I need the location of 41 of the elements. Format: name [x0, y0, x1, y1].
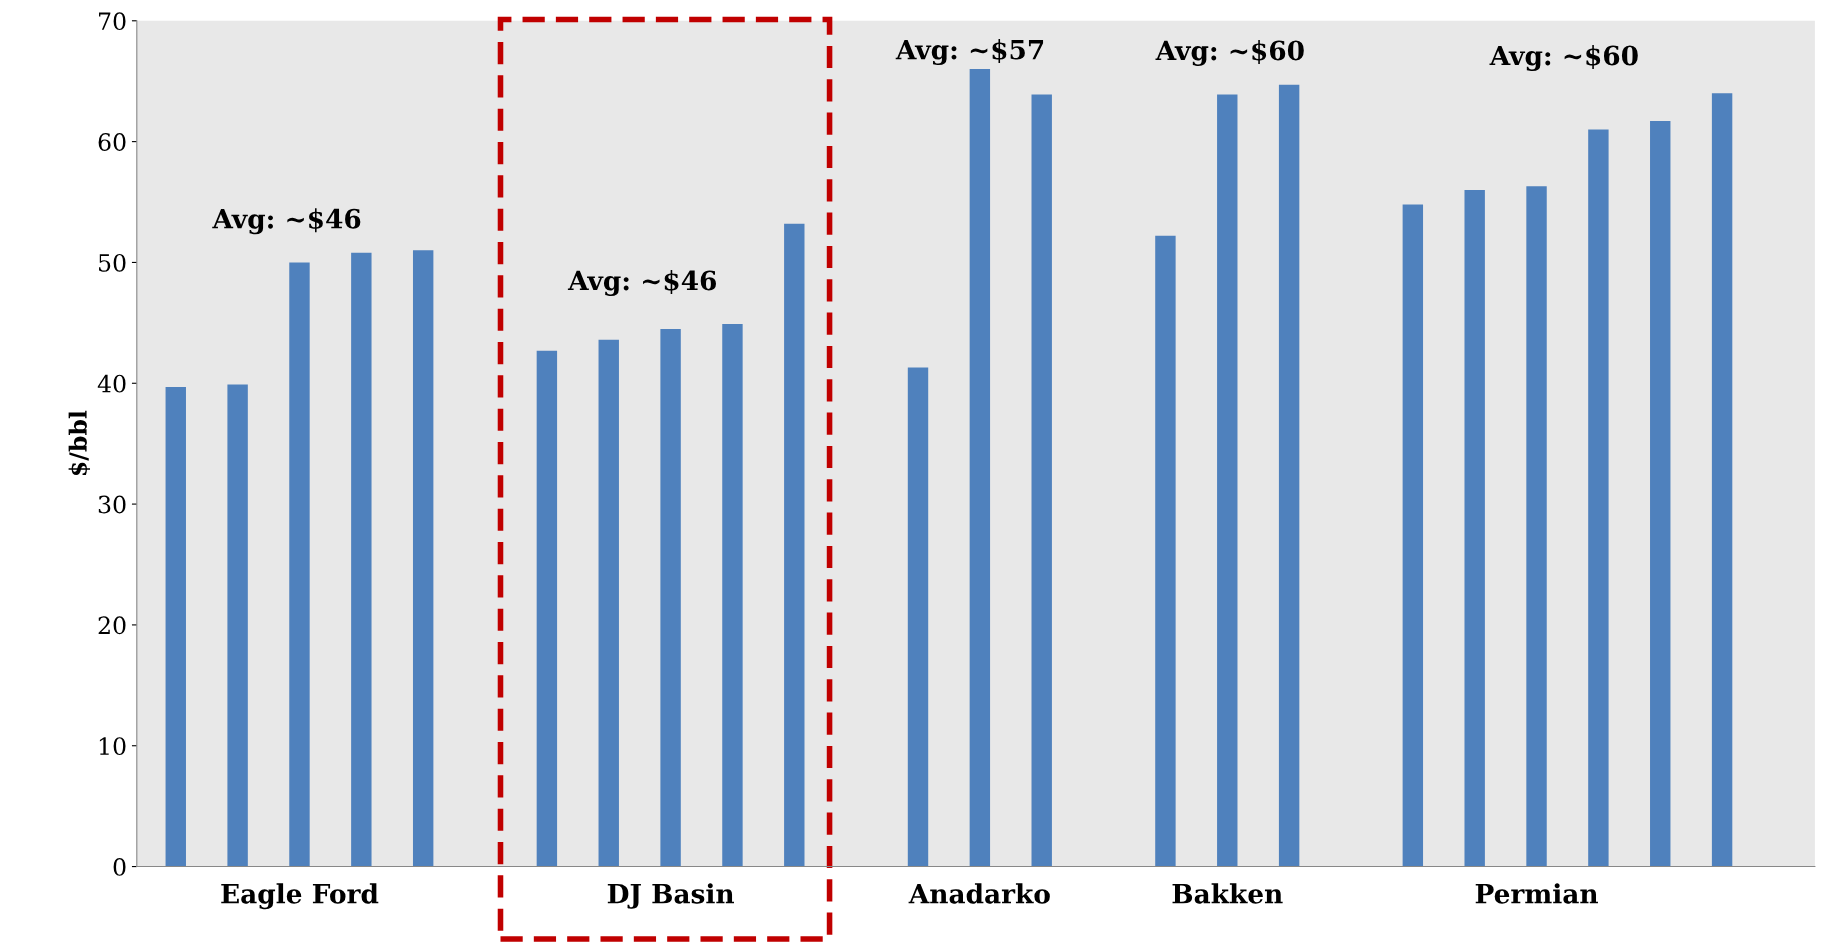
bar	[1588, 129, 1609, 867]
annotation: Avg: ~$60	[1489, 45, 1638, 71]
annotation: Avg: ~$46	[212, 208, 361, 235]
y-axis-title: $/bbl	[68, 410, 91, 476]
bar	[1464, 189, 1485, 867]
bar	[969, 69, 991, 867]
bar	[1031, 94, 1052, 867]
bar	[784, 223, 805, 867]
y-tick-label: 60	[98, 133, 126, 151]
x-tick-label: Anadarko	[908, 883, 1050, 904]
x-tick-label: Bakken	[1172, 883, 1283, 904]
x-tick-label: Permian	[1475, 883, 1598, 904]
x-tick-label: Eagle Ford	[221, 883, 379, 910]
bar	[722, 324, 743, 867]
bar	[351, 252, 372, 867]
y-tick-label: 20	[98, 616, 126, 635]
y-tick-label: 30	[98, 495, 126, 514]
y-tick-label: 10	[99, 737, 126, 756]
annotation: Avg: ~$57	[895, 39, 1044, 66]
bar	[1278, 84, 1300, 867]
bar	[536, 350, 558, 867]
bar	[1526, 186, 1547, 867]
y-tick-label: 70	[99, 12, 126, 31]
y-tick-label: 0	[113, 858, 126, 876]
annotation: Avg: ~$46	[567, 270, 716, 296]
y-tick-label: 40	[97, 374, 126, 393]
y-tick-label: 50	[99, 253, 126, 272]
bar	[165, 386, 186, 867]
bar	[412, 250, 434, 867]
bar	[1711, 93, 1733, 867]
bar	[227, 384, 248, 867]
bar	[598, 339, 619, 867]
bar	[1155, 235, 1176, 867]
annotation: Avg: ~$60	[1155, 39, 1304, 66]
bar	[289, 262, 310, 867]
bar	[660, 328, 681, 867]
bar	[1402, 204, 1424, 867]
bar	[1217, 94, 1238, 867]
x-tick-label: DJ Basin	[607, 883, 734, 909]
bar	[907, 367, 929, 867]
bar	[1650, 121, 1671, 867]
